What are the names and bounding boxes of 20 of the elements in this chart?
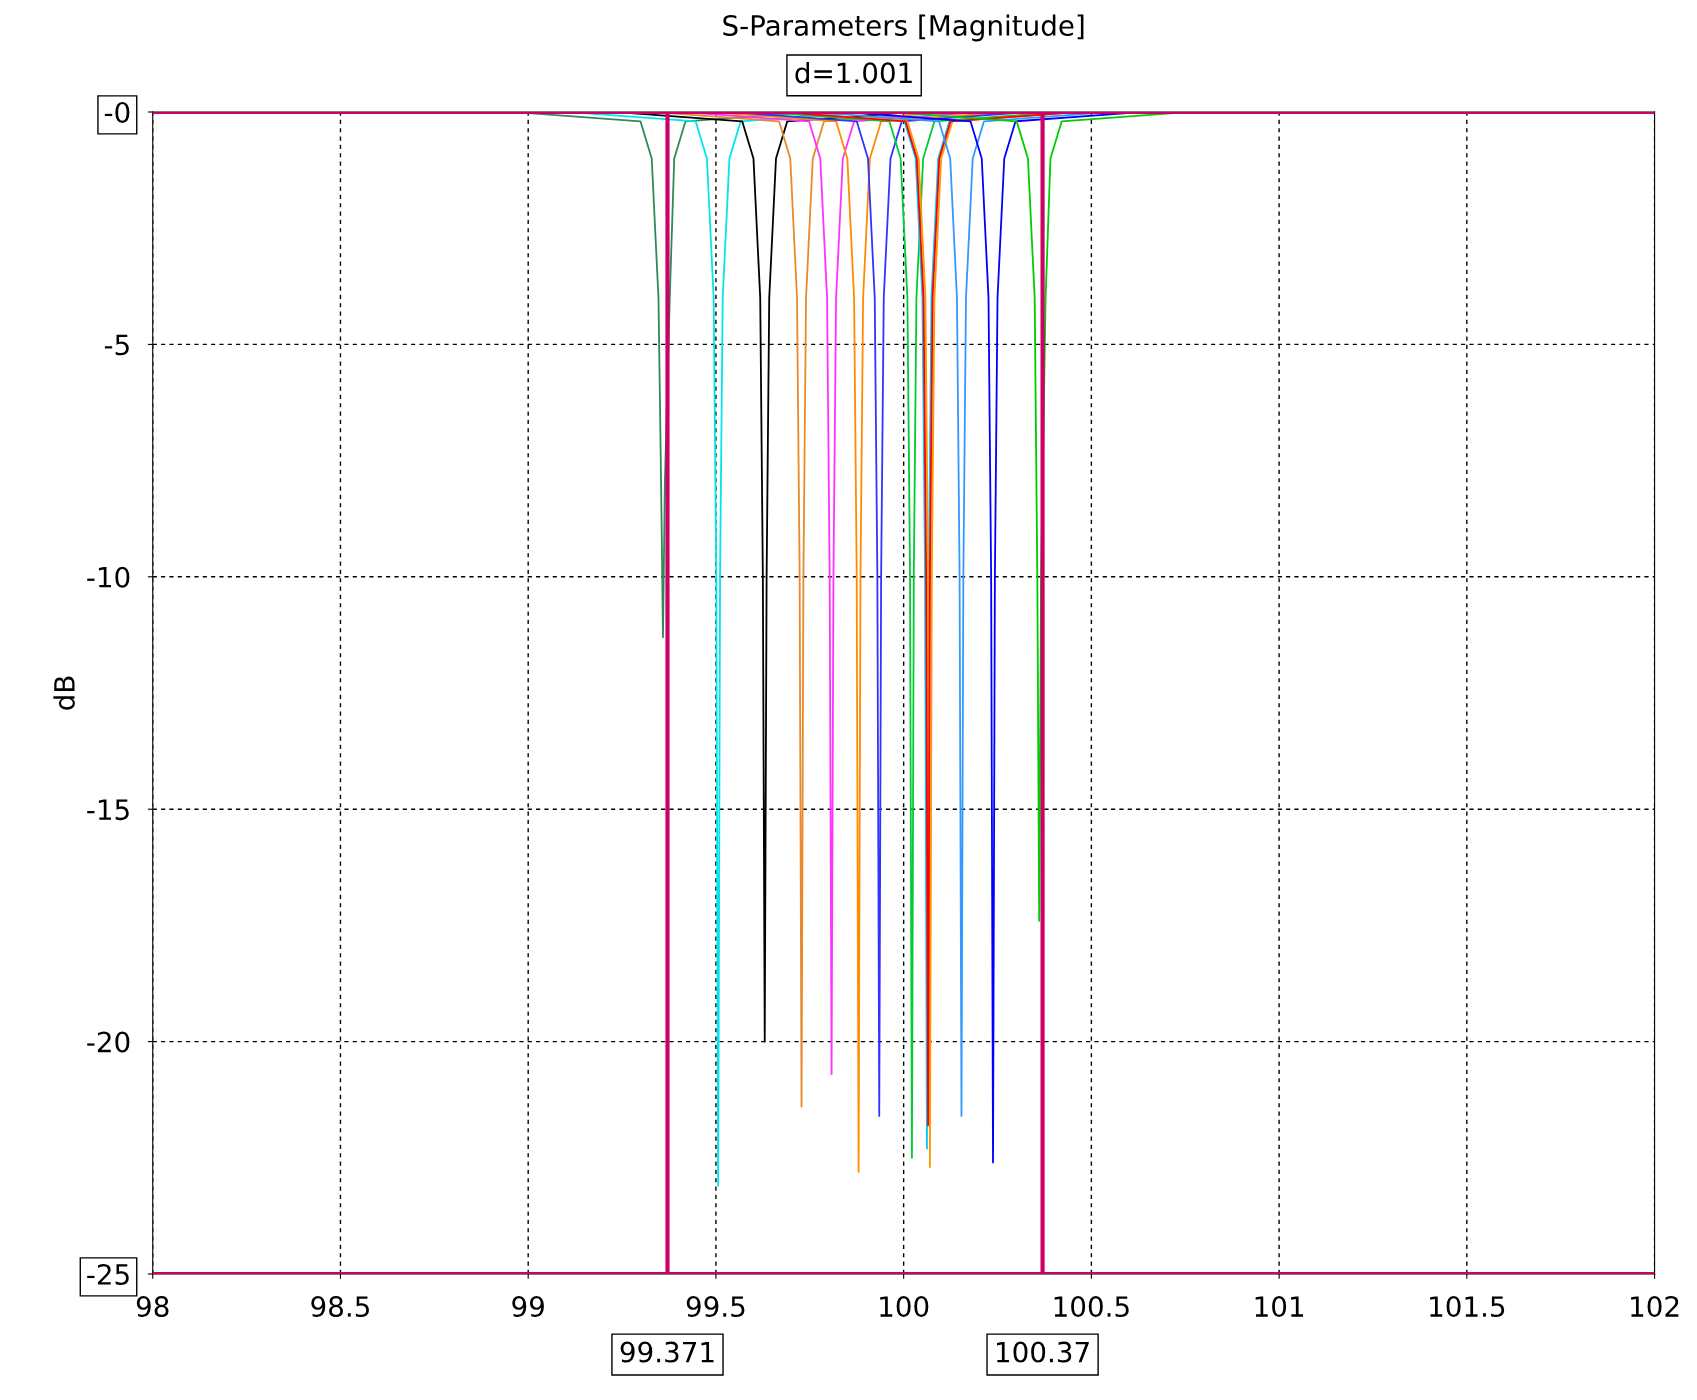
x-tick-label: 100 <box>880 1296 929 1318</box>
x-tick-label: 101.5 <box>1430 1296 1505 1318</box>
chart-title: S-Parameters [Magnitude] <box>723 14 1084 42</box>
y-tick-label: -0 <box>104 101 130 123</box>
x-tick-label: 102 <box>1631 1296 1679 1318</box>
x-tick-label: 98 <box>136 1296 169 1318</box>
x-tick-label: 99 <box>512 1296 544 1318</box>
x-tick-label: 100.5 <box>1054 1296 1129 1318</box>
y-tick-label: -25 <box>87 1263 129 1285</box>
y-tick-label: -20 <box>87 1031 130 1053</box>
y-tick-label: -10 <box>87 566 130 588</box>
y-tick-label: -5 <box>104 334 129 356</box>
ref-line-label: 99.371 <box>620 1341 714 1363</box>
y-tick-label: -15 <box>87 799 129 821</box>
x-tick-label: 101 <box>1255 1296 1304 1318</box>
text: d=1.001 <box>795 61 912 84</box>
x-tick-label: 99.5 <box>686 1296 745 1318</box>
ref-line-label: 100.37 <box>997 1341 1089 1363</box>
y-axis-title: dB <box>53 676 75 710</box>
x-tick-label: 98.5 <box>311 1296 369 1318</box>
